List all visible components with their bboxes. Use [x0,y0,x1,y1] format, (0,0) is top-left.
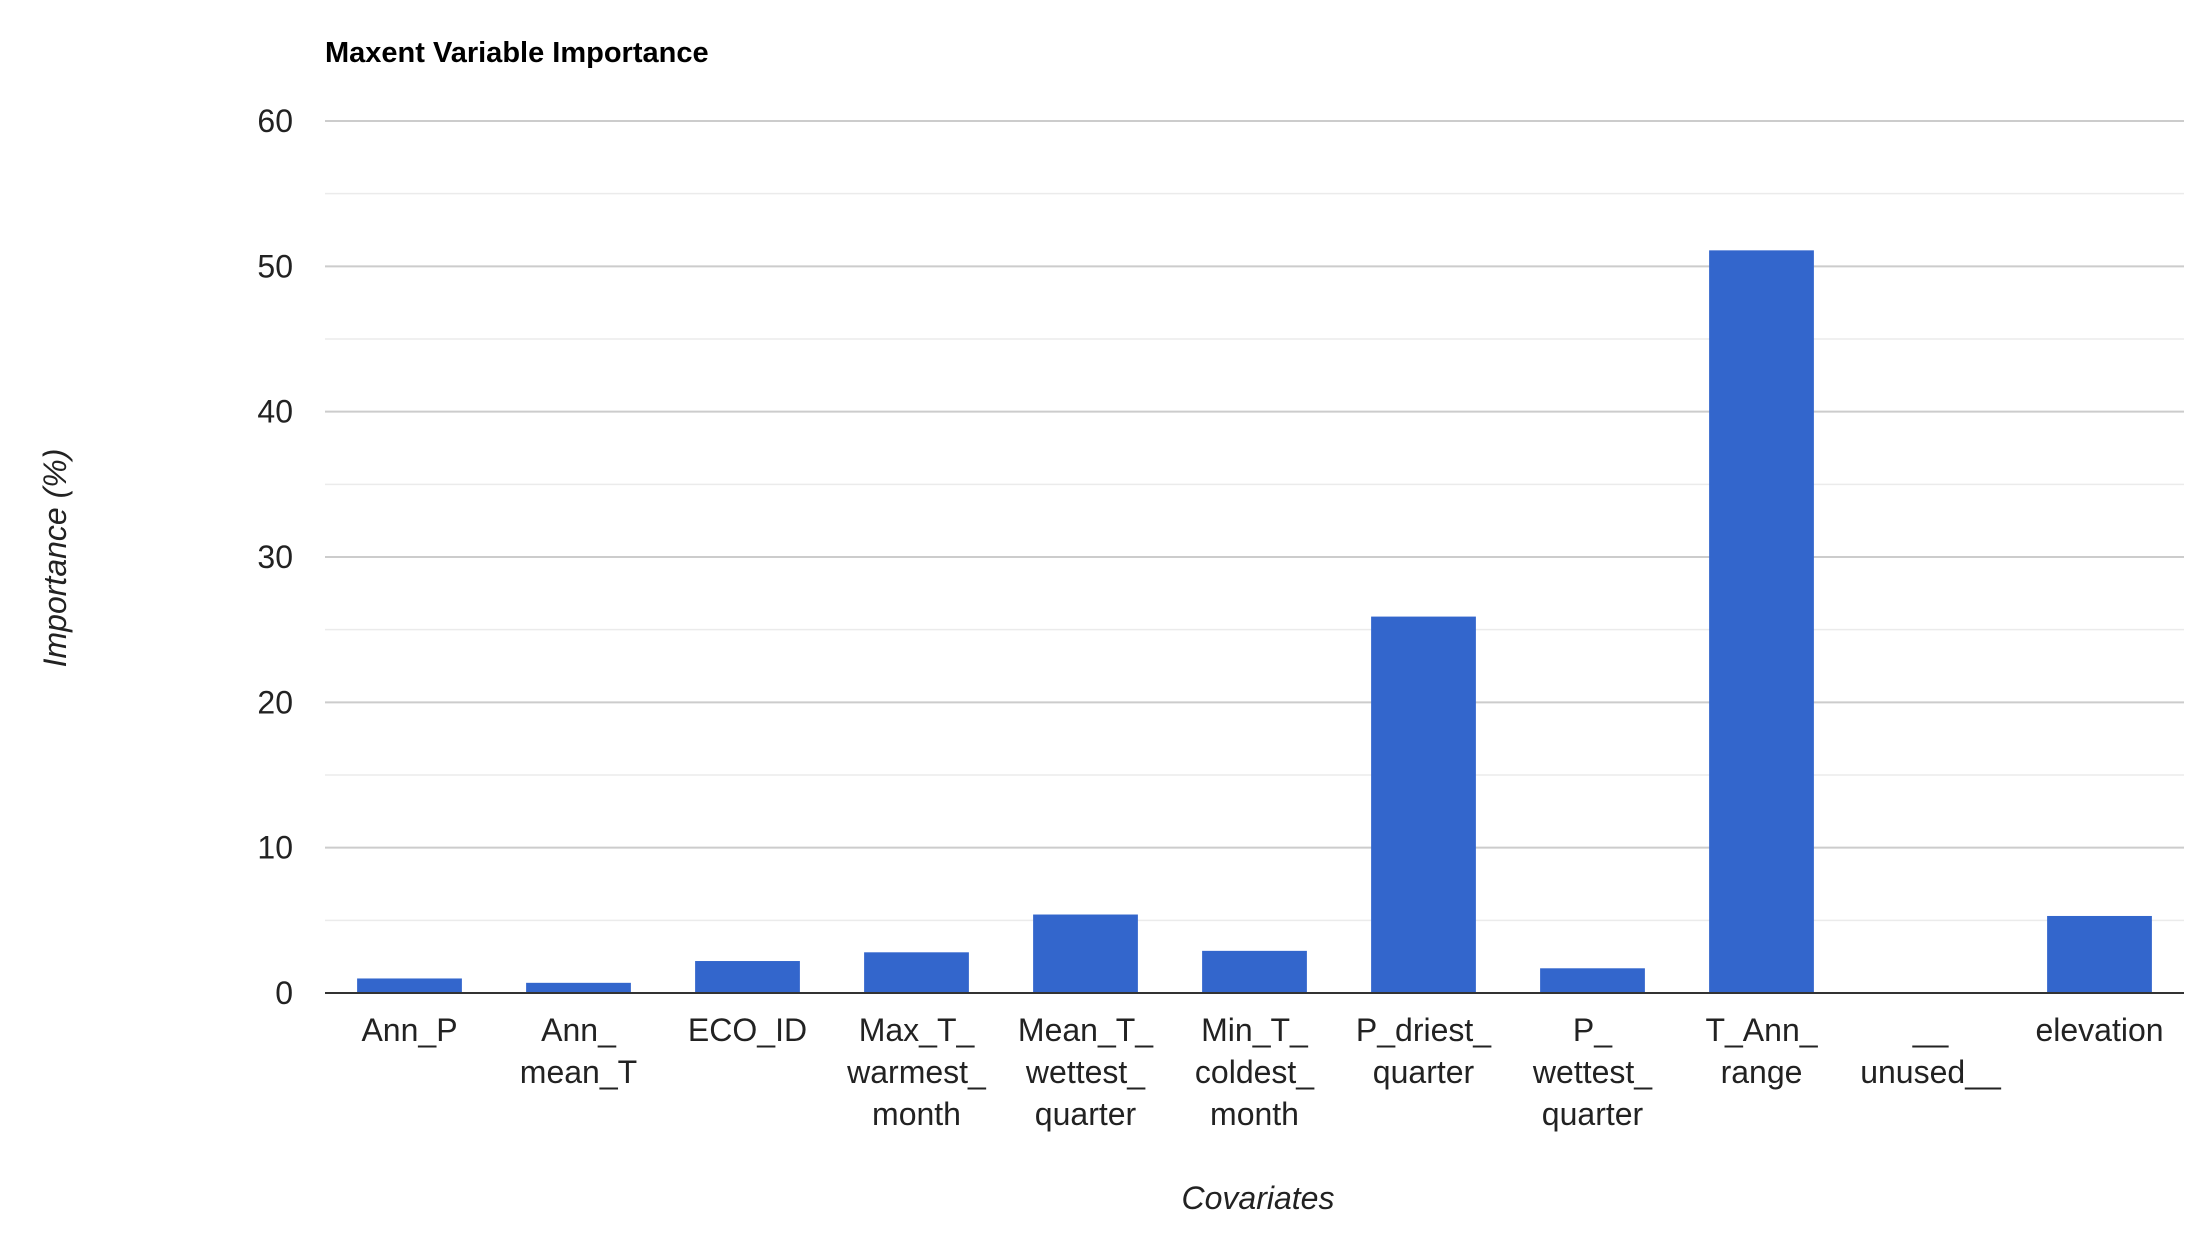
x-category-label-line: quarter [1542,1096,1644,1132]
x-axis-title: Covariates [1182,1180,1335,1216]
x-category-label: P_ wettest_quarter [1532,1012,1653,1132]
chart-title: Maxent Variable Importance [325,37,709,69]
x-category-label: Mean_T_ wettest_quarter [1018,1012,1154,1132]
x-category-label-line: unused__ [1860,1054,2002,1090]
x-category-label-line: quarter [1373,1054,1475,1090]
bar [357,978,462,993]
x-category-label-line: ECO_ID [688,1012,807,1048]
x-category-label: T_Ann_range [1705,1012,1818,1090]
bar [1540,968,1645,993]
minor-gridlines [325,192,2184,922]
x-category-label-line: Max_T_ [859,1012,976,1048]
x-category-label-line: P_driest_ [1356,1012,1492,1048]
y-tick-label: 0 [275,975,293,1011]
x-category-label-line: coldest_ [1195,1054,1315,1090]
x-category-label: Max_T_ warmest_month [846,1012,987,1132]
x-category-label-line: __ [1912,1012,1950,1048]
y-tick-label: 50 [257,248,293,284]
x-category-label-line: mean_T [520,1054,637,1090]
x-category-label-line: Min_T_ [1201,1012,1309,1048]
bar [864,952,969,993]
y-tick-label: 60 [257,103,293,139]
x-category-label-line: P_ [1573,1012,1613,1048]
y-tick-label: 40 [257,394,293,430]
bar [526,982,631,993]
x-category-label: Ann_P [361,1012,457,1048]
y-axis-title: Importance (%) [37,449,73,668]
x-category-label-line: elevation [2035,1012,2163,1048]
y-tick-label: 20 [257,684,293,720]
x-category-label-line: range [1721,1054,1803,1090]
y-tick-label: 10 [257,830,293,866]
x-category-label-line: month [872,1096,961,1132]
x-category-label-line: T_Ann_ [1705,1012,1818,1048]
bar [1033,914,1138,993]
x-category-label: P_driest_quarter [1356,1012,1492,1090]
bar [695,961,800,993]
x-category-label: __ unused__ [1860,1012,2002,1090]
bar [1371,616,1476,993]
bar [1202,950,1307,993]
major-gridlines [325,120,2184,849]
x-category-label-line: wettest_ [1025,1054,1146,1090]
x-category-label-line: Mean_T_ [1018,1012,1154,1048]
x-category-label-line: warmest_ [846,1054,987,1090]
x-category-label: elevation [2035,1012,2163,1048]
x-axis-category-labels: Ann_P Ann_ mean_T ECO_ID Max_T_ warmest_month… [361,1012,2163,1132]
bars [357,250,2152,993]
x-category-label-line: quarter [1035,1096,1137,1132]
x-category-label-line: wettest_ [1532,1054,1653,1090]
y-tick-label: 30 [257,539,293,575]
bar [2047,915,2152,993]
x-category-label: Min_T_ coldest_month [1195,1012,1315,1132]
x-category-label-line: Ann_ [541,1012,617,1048]
x-category-label-line: month [1210,1096,1299,1132]
bar [1709,250,1814,993]
x-category-label: Ann_ mean_T [520,1012,637,1090]
x-category-label: ECO_ID [688,1012,807,1048]
y-axis-tick-labels: 0 10 20 30 40 50 60 [257,103,293,1011]
x-category-label-line: Ann_P [361,1012,457,1048]
